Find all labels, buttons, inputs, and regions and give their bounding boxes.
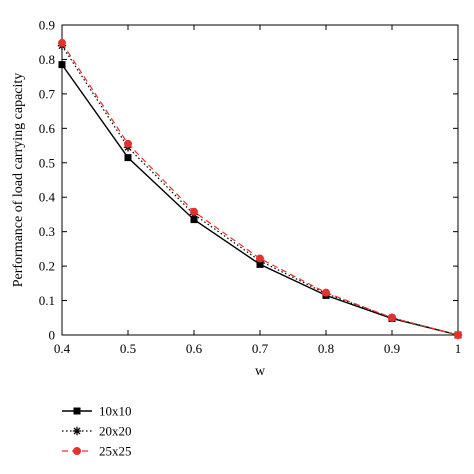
y-tick-label: 0 bbox=[49, 328, 56, 343]
series-line bbox=[61, 42, 459, 336]
y-tick-label: 0.8 bbox=[39, 52, 55, 67]
y-tick-label: 0.6 bbox=[39, 121, 56, 136]
legend-label: 20x20 bbox=[99, 424, 132, 439]
legend-entry: 20x20 bbox=[62, 424, 132, 439]
y-tick-label: 0.7 bbox=[39, 86, 56, 101]
x-tick-label: 0.9 bbox=[384, 341, 400, 356]
legend-marker bbox=[73, 447, 81, 455]
data-point bbox=[190, 207, 198, 216]
data-point bbox=[454, 331, 462, 339]
series-10x10 bbox=[58, 61, 462, 339]
x-tick-label: 0.7 bbox=[252, 341, 269, 356]
series-20x20 bbox=[57, 41, 463, 340]
y-tick-label: 0.5 bbox=[39, 155, 55, 170]
y-tick-label: 0.4 bbox=[39, 190, 56, 205]
legend-marker bbox=[72, 426, 82, 436]
data-point bbox=[58, 61, 66, 69]
x-tick-label: 0.8 bbox=[318, 341, 334, 356]
x-axis-label: w bbox=[255, 364, 266, 379]
y-tick-label: 0.3 bbox=[39, 224, 55, 239]
data-point bbox=[190, 216, 198, 224]
data-point bbox=[124, 154, 132, 162]
plot-frame bbox=[61, 24, 459, 336]
series-line bbox=[61, 45, 459, 336]
x-tick-label: 0.4 bbox=[54, 341, 71, 356]
series-line bbox=[61, 64, 459, 336]
legend-label: 10x10 bbox=[99, 404, 132, 419]
legend-label: 25x25 bbox=[99, 444, 132, 459]
legend-marker bbox=[73, 407, 81, 415]
legend-entry: 25x25 bbox=[62, 444, 132, 459]
x-tick-label: 1 bbox=[455, 341, 462, 356]
y-axis-label: Performance of load carrying capacity bbox=[11, 73, 26, 288]
data-point bbox=[58, 38, 66, 47]
x-tick-label: 0.5 bbox=[120, 341, 136, 356]
y-tick-label: 0.2 bbox=[39, 259, 55, 274]
y-tick-label: 0.9 bbox=[39, 18, 55, 33]
y-tick-label: 0.1 bbox=[39, 293, 55, 308]
legend-entry: 10x10 bbox=[62, 404, 132, 419]
data-point bbox=[388, 313, 396, 322]
data-point bbox=[124, 139, 132, 148]
data-point bbox=[322, 288, 330, 297]
x-tick-label: 0.6 bbox=[186, 341, 203, 356]
series-25x25 bbox=[58, 38, 462, 339]
data-point bbox=[256, 254, 264, 263]
